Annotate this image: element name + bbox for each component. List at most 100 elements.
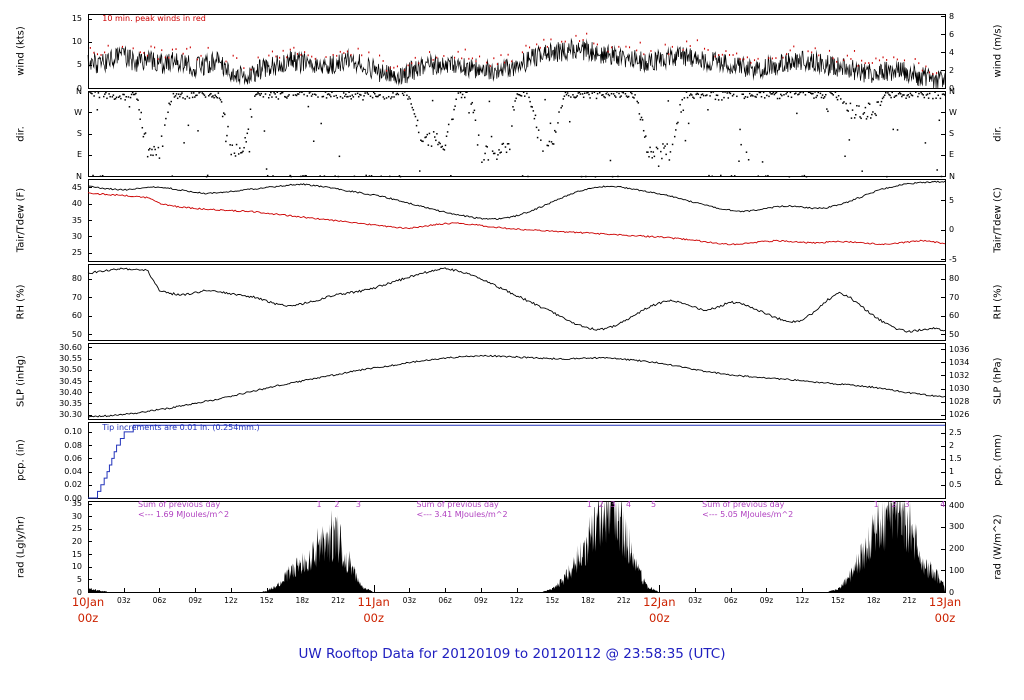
x-minor-label: 15z [545, 596, 559, 605]
x-minor-label: 06z [152, 596, 167, 605]
tick-label-right: 1030 [949, 384, 970, 394]
tick-label-left: 30.55 [59, 354, 82, 364]
tick-label-left: W [74, 107, 82, 117]
tick-label-left: 0.08 [64, 440, 82, 450]
tick-label-right: 1 [949, 467, 955, 477]
x-day-label: 11Jan [357, 595, 390, 609]
tick-label-left: 15 [71, 549, 82, 559]
annotation-line: 2 [598, 500, 604, 510]
annotation-line: 4 [940, 500, 946, 510]
x-minor-label: 03z [688, 596, 702, 605]
tick-label-left: 35 [71, 499, 82, 509]
tick-label-left: 70 [71, 292, 82, 302]
annotation: 4 [940, 500, 945, 510]
tick-label-right: 0 [949, 225, 955, 235]
annotation: 2 [334, 500, 339, 510]
x-minor-label: 21z [902, 596, 917, 605]
annotation-line: Sum of previous day [137, 500, 221, 510]
tick-label-right: 1028 [949, 397, 970, 407]
tick-label-right: 6 [949, 29, 955, 39]
tick-label-right: 2 [949, 441, 955, 451]
annotation-line: 1 [586, 500, 592, 510]
x-minor-label: 18z [581, 596, 595, 605]
tick-label-right: 5 [949, 195, 955, 205]
annotation-line: <--- 3.41 MJoules/m^2 [416, 510, 508, 520]
annotation-line: 5 [651, 500, 657, 510]
x-day-label: 12Jan [643, 595, 676, 609]
tick-label-right: 0.5 [949, 480, 962, 490]
annotation: Sum of previous day <--- 1.69 MJoules/m^2 [138, 500, 229, 520]
tick-label-left: 10 [71, 37, 82, 47]
tick-label-left: 25 [71, 248, 82, 258]
x-minor-label: 18z [866, 596, 881, 605]
x-day-hour-label: 00z [77, 611, 99, 625]
tick-label-right: 0 [949, 587, 955, 597]
tick-label-left: N [76, 171, 82, 181]
x-day-label: 13Jan [928, 595, 962, 609]
tick-label-right: 80 [949, 274, 960, 284]
x-minor-label: 15z [259, 596, 274, 605]
annotation-line: 3 [904, 500, 910, 510]
tick-label-left: N [76, 86, 82, 96]
x-minor-label: 03z [116, 596, 131, 605]
tick-label-right: 100 [949, 565, 965, 575]
x-day-label: 10Jan [71, 595, 105, 609]
annotation: 10 min. peak winds in red [102, 14, 206, 24]
annotation-line: 4 [626, 500, 632, 510]
annotation-line: Sum of previous day [702, 500, 785, 510]
tick-label-left: 5 [76, 60, 82, 70]
annotation: 2 [599, 500, 604, 510]
annotation: 1 [587, 500, 592, 510]
x-minor-label: 18z [295, 596, 309, 605]
annotation-line: Sum of previous day [416, 500, 499, 510]
annotation: 3 [356, 500, 361, 510]
annotation-line: <--- 5.05 MJoules/m^2 [702, 510, 794, 520]
tick-label-right: 1034 [949, 357, 970, 367]
chart-title: UW Rooftop Data for 20120109 to 20120112… [298, 646, 726, 662]
annotation: 2 [891, 500, 896, 510]
annotation: 4 [626, 500, 631, 510]
tick-label-left: E [76, 150, 82, 160]
tick-label-right: N [949, 86, 955, 96]
tick-label-right: W [949, 107, 957, 117]
tick-label-right: 200 [949, 544, 965, 554]
tick-label-right: 2.5 [949, 428, 962, 438]
tick-label-right: N [949, 171, 955, 181]
tick-label-right: 1026 [949, 410, 970, 420]
x-minor-label: 15z [831, 596, 845, 605]
annotation-line: 3 [355, 500, 361, 510]
tick-label-left: 30.60 [59, 342, 82, 352]
tick-label-right: E [949, 150, 955, 160]
annotation: 3 [611, 500, 616, 510]
tick-label-left: 30 [71, 511, 82, 521]
x-minor-label: 09z [759, 596, 774, 605]
tick-label-left: 0.10 [64, 427, 82, 437]
tick-label-left: 20 [71, 536, 82, 546]
annotation: 3 [905, 500, 910, 510]
tick-label-right: 70 [949, 292, 960, 302]
annotation-line: 2 [891, 500, 897, 510]
x-minor-label: 06z [724, 596, 738, 605]
tick-label-left: 0.06 [64, 453, 82, 463]
x-minor-label: 12z [795, 596, 809, 605]
tick-label-left: 30.45 [59, 376, 82, 386]
tick-label-left: 10 [71, 562, 82, 572]
tick-label-left: 25 [71, 524, 82, 534]
tick-label-left: 30.30 [59, 410, 82, 420]
tick-label-left: 0.00 [64, 493, 82, 503]
x-day-hour-label: 00z [934, 611, 956, 625]
x-minor-label: 21z [331, 596, 345, 605]
annotation: Sum of previous day <--- 3.41 MJoules/m^2 [417, 500, 508, 520]
tick-label-right: S [949, 129, 955, 138]
tick-label-left: 50 [71, 329, 82, 339]
x-day-hour-label: 00z [648, 611, 670, 625]
annotation-line: <--- 1.69 MJoules/m^2 [137, 510, 230, 520]
annotation: Tip increments are 0.01 in. (0.254mm.) [102, 423, 259, 433]
tick-label-left: 0 [76, 587, 82, 597]
tick-label-right: 50 [949, 329, 960, 339]
annotation-line: 1 [873, 500, 879, 510]
tick-label-left: 0.02 [64, 480, 82, 490]
tick-label-left: 15 [71, 14, 82, 24]
